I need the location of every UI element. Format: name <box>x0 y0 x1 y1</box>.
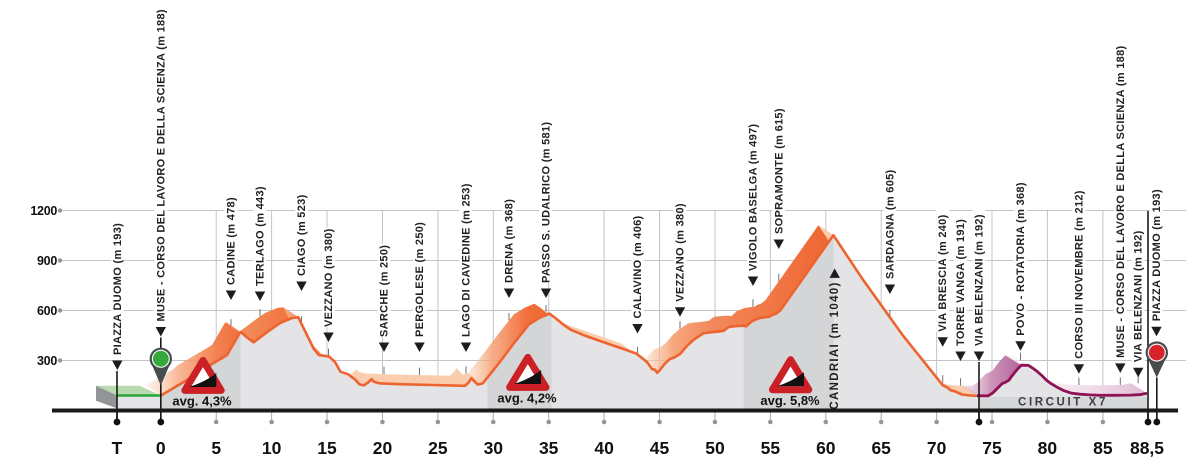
svg-text:PIAZZA DUOMO (m 193): PIAZZA DUOMO (m 193) <box>1151 189 1163 321</box>
svg-text:avg. 4,2%: avg. 4,2% <box>497 391 557 406</box>
svg-text:CALAVINO (m 406): CALAVINO (m 406) <box>632 215 644 318</box>
svg-text:88,5: 88,5 <box>1130 438 1164 458</box>
svg-text:POVO - ROTATORIA (m 368): POVO - ROTATORIA (m 368) <box>1015 182 1027 336</box>
svg-text:15: 15 <box>317 438 337 458</box>
svg-text:70: 70 <box>927 438 947 458</box>
svg-text:VEZZANO (m 380): VEZZANO (m 380) <box>323 228 335 327</box>
svg-text:LAGO DI CAVEDINE (m 253): LAGO DI CAVEDINE (m 253) <box>461 183 473 337</box>
svg-text:DRENA (m 368): DRENA (m 368) <box>504 199 516 283</box>
svg-text:VIGOLO BASELGA (m 497): VIGOLO BASELGA (m 497) <box>748 124 760 271</box>
svg-text:avg. 5,8%: avg. 5,8% <box>760 393 820 408</box>
svg-text:600: 600 <box>37 304 57 318</box>
svg-text:5: 5 <box>211 438 221 458</box>
svg-text:900: 900 <box>37 254 57 268</box>
svg-text:65: 65 <box>871 438 891 458</box>
svg-text:MUSE - CORSO DEL LAVORO E DELL: MUSE - CORSO DEL LAVORO E DELLA SCIENZA … <box>1115 46 1127 358</box>
svg-text:CORSO III NOVEMBRE (m 212): CORSO III NOVEMBRE (m 212) <box>1073 190 1085 359</box>
svg-text:TERLAGO (m 443): TERLAGO (m 443) <box>255 186 267 286</box>
svg-text:300: 300 <box>37 354 57 368</box>
svg-text:SARDAGNA (m 605): SARDAGNA (m 605) <box>884 169 896 279</box>
svg-text:CANDRIAI (m 1040): CANDRIAI (m 1040) <box>829 281 841 409</box>
svg-text:60: 60 <box>816 438 836 458</box>
svg-text:VEZZANO (m 380): VEZZANO (m 380) <box>675 203 687 302</box>
svg-text:CIRCUIT X7: CIRCUIT X7 <box>1018 397 1108 409</box>
svg-text:20: 20 <box>373 438 393 458</box>
svg-text:avg. 4,3%: avg. 4,3% <box>172 394 232 409</box>
svg-text:SARCHE (m 250): SARCHE (m 250) <box>379 245 391 337</box>
svg-text:25: 25 <box>428 438 448 458</box>
svg-text:CADINE (m 478): CADINE (m 478) <box>226 197 238 285</box>
svg-text:55: 55 <box>761 438 781 458</box>
svg-text:CIAGO (m 523): CIAGO (m 523) <box>296 194 308 276</box>
svg-text:SOPRAMONTE (m 615): SOPRAMONTE (m 615) <box>773 108 785 234</box>
svg-text:MUSE - CORSO DEL LAVORO E DELL: MUSE - CORSO DEL LAVORO E DELLA SCIENZA … <box>155 9 167 321</box>
svg-text:50: 50 <box>705 438 725 458</box>
svg-text:35: 35 <box>539 438 559 458</box>
svg-text:85: 85 <box>1093 438 1113 458</box>
svg-text:TORRE VANGA (m 191): TORRE VANGA (m 191) <box>955 219 967 346</box>
svg-text:40: 40 <box>594 438 614 458</box>
svg-text:PIAZZA DUOMO (m 193): PIAZZA DUOMO (m 193) <box>112 223 124 355</box>
svg-text:VIA BELENZANI (m 192): VIA BELENZANI (m 192) <box>1133 230 1145 362</box>
svg-text:VIA BRESCIA (m 240): VIA BRESCIA (m 240) <box>937 214 949 331</box>
svg-text:80: 80 <box>1038 438 1058 458</box>
svg-text:1200: 1200 <box>30 204 57 218</box>
svg-text:T: T <box>112 438 123 458</box>
svg-text:PERGOLESE (m 250): PERGOLESE (m 250) <box>414 222 426 337</box>
svg-text:0: 0 <box>156 438 166 458</box>
svg-text:75: 75 <box>982 438 1002 458</box>
svg-text:45: 45 <box>650 438 670 458</box>
svg-text:PASSO S. UDALRICO (m 581): PASSO S. UDALRICO (m 581) <box>541 122 553 283</box>
svg-text:10: 10 <box>262 438 282 458</box>
svg-text:VIA BELENZANI (m 192): VIA BELENZANI (m 192) <box>974 214 986 346</box>
svg-text:30: 30 <box>484 438 504 458</box>
